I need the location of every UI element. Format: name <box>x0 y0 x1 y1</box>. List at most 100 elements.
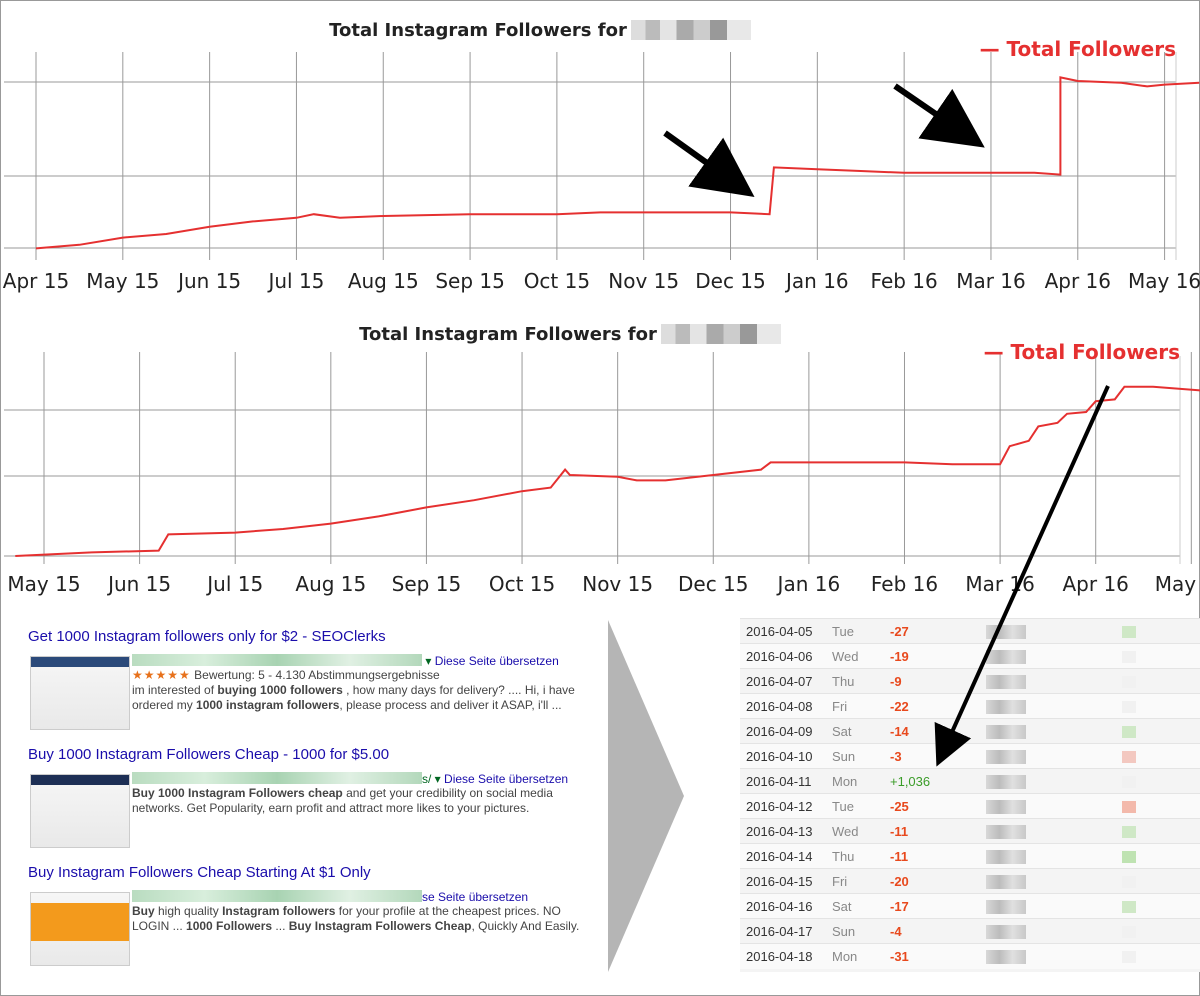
trend-indicator <box>1122 776 1136 788</box>
stats-row: 2016-04-09 Sat -14 <box>740 718 1200 744</box>
redacted-value <box>986 700 1026 714</box>
x-tick-label: Sep 15 <box>435 269 505 293</box>
stats-row: 2016-04-13 Wed -11 <box>740 818 1200 844</box>
stats-date: 2016-04-06 <box>746 649 813 664</box>
redacted-value <box>986 750 1026 764</box>
stats-weekday: Wed <box>832 824 859 839</box>
stats-date: 2016-04-13 <box>746 824 813 839</box>
stats-weekday: Fri <box>832 699 848 714</box>
x-tick-label: Apr 16 <box>1045 269 1111 293</box>
redacted-value <box>986 875 1026 889</box>
stats-date: 2016-04-11 <box>746 774 812 789</box>
redacted-value <box>986 900 1026 914</box>
result-title-link[interactable]: Buy 1000 Instagram Followers Cheap - 100… <box>28 746 390 763</box>
stats-change: +1,036 <box>890 774 931 789</box>
stats-weekday: Sun <box>832 749 856 764</box>
search-results: Get 1000 Instagram followers only for $2… <box>28 628 608 982</box>
daily-stats-table: 2016-04-05 Tue -27 2016-04-06 Wed -19 2016-04-… <box>740 618 1200 972</box>
search-result: Buy Instagram Followers Cheap Starting A… <box>28 864 608 982</box>
chart-bottom-plot: May 15 Jun 15 Jul 15 Aug 15 Sep 15 Oct 15 Nov … <box>4 352 1200 596</box>
result-snippet: im interested of buying 1000 followers ,… <box>132 683 575 712</box>
trend-indicator <box>1122 851 1136 863</box>
x-tick-label: May 16 <box>1155 572 1200 596</box>
x-tick-label: Jan 16 <box>776 572 841 596</box>
result-snippet: Buy high quality Instagram followers for… <box>132 904 580 933</box>
search-result: Get 1000 Instagram followers only for $2… <box>28 628 608 746</box>
chart-top: Apr 15 May 15 Jun 15 Jul 15 Aug 15 Sep 15 Oct … <box>0 0 1200 300</box>
arrow-icon <box>663 130 755 197</box>
stats-weekday: Sat <box>832 724 852 739</box>
stats-row: 2016-04-18 Mon -31 <box>740 943 1200 969</box>
stats-row: 2016-04-14 Thu -11 <box>740 843 1200 869</box>
search-result: Buy 1000 Instagram Followers Cheap - 100… <box>28 746 608 864</box>
stats-change: -27 <box>890 624 909 639</box>
result-thumbnail <box>30 656 130 730</box>
stats-date: 2016-04-12 <box>746 799 813 814</box>
divider-arrow-icon <box>608 620 684 972</box>
stats-date: 2016-04-15 <box>746 874 813 889</box>
arrow-icon <box>934 385 1110 767</box>
stats-change: -25 <box>890 799 909 814</box>
x-tick-label: Dec 15 <box>678 572 749 596</box>
x-tick-label: Feb 16 <box>871 269 938 293</box>
result-url: s/ ▾ Diese Seite übersetzen <box>132 772 568 786</box>
x-tick-label: May 16 <box>1128 269 1200 293</box>
chart-bottom: May 15 Jun 15 Jul 15 Aug 15 Sep 15 Oct 15 Nov … <box>0 316 1200 606</box>
result-thumbnail <box>30 892 130 966</box>
redacted-url <box>132 890 422 902</box>
stats-date: 2016-04-10 <box>746 749 813 764</box>
series-line <box>15 385 1200 557</box>
stats-date: 2016-04-16 <box>746 899 813 914</box>
result-title-link[interactable]: Buy Instagram Followers Cheap Starting A… <box>28 864 371 881</box>
x-tick-label: Jan 16 <box>784 269 849 293</box>
stats-change: -17 <box>890 899 909 914</box>
trend-indicator <box>1122 626 1136 638</box>
trend-indicator <box>1122 701 1136 713</box>
result-title-link[interactable]: Get 1000 Instagram followers only for $2… <box>28 628 386 645</box>
translate-link[interactable]: se Seite übersetzen <box>422 890 529 904</box>
stats-date: 2016-04-14 <box>746 849 813 864</box>
x-tick-label: Nov 15 <box>608 269 679 293</box>
stats-row: 2016-04-11 Mon +1,036 <box>740 768 1200 794</box>
stats-change: -11 <box>890 824 909 839</box>
result-url: se Seite übersetzen <box>132 890 528 904</box>
stats-change: -3 <box>890 749 902 764</box>
result-url: ▾ Diese Seite übersetzen <box>132 654 559 668</box>
trend-indicator <box>1122 801 1136 813</box>
x-tick-label: Jun 15 <box>176 269 241 293</box>
x-tick-label: Feb 16 <box>871 572 938 596</box>
stats-change: -4 <box>890 924 902 939</box>
trend-indicator <box>1122 826 1136 838</box>
arrow-icon <box>893 83 985 148</box>
redacted-value <box>986 850 1026 864</box>
redacted-value <box>986 675 1026 689</box>
x-tick-label: Aug 15 <box>348 269 419 293</box>
x-tick-label: Jul 15 <box>205 572 263 596</box>
x-tick-label: Mar 16 <box>956 269 1026 293</box>
stats-weekday: Thu <box>832 674 855 689</box>
redacted-value <box>986 925 1026 939</box>
redacted-value <box>986 775 1026 789</box>
x-tick-label: May 15 <box>86 269 159 293</box>
chart-legend: — Total Followers <box>983 340 1180 364</box>
chart-top-plot: Apr 15 May 15 Jun 15 Jul 15 Aug 15 Sep 15 Oct … <box>3 52 1200 293</box>
translate-link[interactable]: Diese Seite übersetzen <box>444 772 569 786</box>
redacted-url <box>132 654 422 666</box>
x-tick-label: May 15 <box>7 572 80 596</box>
trend-indicator <box>1122 901 1136 913</box>
chart-title: Total Instagram Followers for <box>0 20 1200 41</box>
stats-row: 2016-04-05 Tue -27 <box>740 618 1200 644</box>
x-tick-label: Dec 15 <box>695 269 766 293</box>
redacted-value <box>986 950 1026 964</box>
redacted-account-name <box>660 324 781 344</box>
trend-indicator <box>1122 726 1136 738</box>
translate-link[interactable]: Diese Seite übersetzen <box>434 654 559 668</box>
result-snippet: Buy 1000 Instagram Followers cheap and g… <box>132 786 553 815</box>
stats-weekday: Tue <box>832 799 854 814</box>
stats-change: -14 <box>890 724 909 739</box>
stats-date: 2016-04-18 <box>746 949 813 964</box>
chart-legend: — Total Followers <box>979 37 1176 61</box>
redacted-value <box>986 800 1026 814</box>
stats-change: -19 <box>890 649 909 664</box>
x-tick-label: Aug 15 <box>295 572 366 596</box>
